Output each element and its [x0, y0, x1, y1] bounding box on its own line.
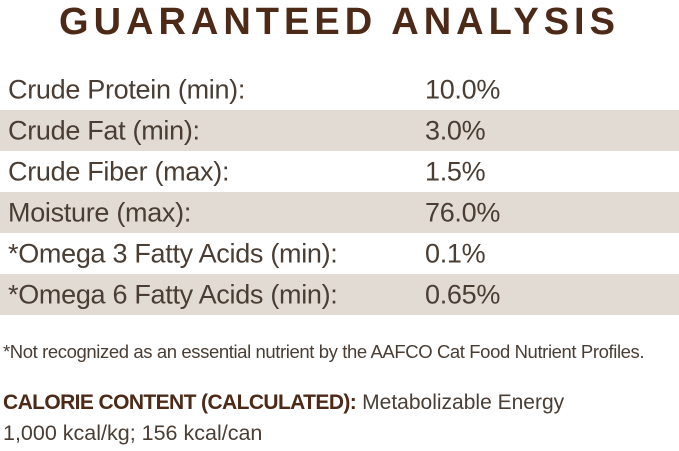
table-row: Crude Fat (min): 3.0%	[0, 110, 679, 151]
row-value: 10.0%	[425, 74, 501, 104]
row-label: Crude Fat (min):	[8, 115, 200, 145]
calorie-content-subheading: Metabolizable Energy	[362, 391, 565, 414]
table-row: *Omega 6 Fatty Acids (min): 0.65%	[0, 274, 679, 315]
row-value: 76.0%	[425, 197, 501, 227]
calorie-content-heading: CALORIE CONTENT (CALCULATED):	[3, 391, 357, 414]
table-row: Crude Protein (min): 10.0%	[0, 69, 679, 110]
page-title: GUARANTEED ANALYSIS	[59, 1, 620, 43]
row-value: 1.5%	[425, 156, 486, 186]
calorie-content-section: CALORIE CONTENT (CALCULATED): Metabolizab…	[3, 391, 564, 446]
row-value: 3.0%	[425, 115, 486, 145]
table-row: Moisture (max): 76.0%	[0, 192, 679, 233]
table-row: Crude Fiber (max): 1.5%	[0, 151, 679, 192]
row-label: Crude Protein (min):	[8, 74, 246, 104]
row-label: Crude Fiber (max):	[8, 156, 230, 186]
calorie-values: 1,000 kcal/kg; 156 kcal/can	[3, 421, 263, 445]
calorie-content-line: CALORIE CONTENT (CALCULATED): Metabolizab…	[3, 391, 564, 415]
analysis-table: Crude Protein (min): 10.0% Crude Fat (min)…	[0, 69, 679, 315]
row-label: *Omega 3 Fatty Acids (min):	[8, 238, 338, 268]
row-label: *Omega 6 Fatty Acids (min):	[8, 279, 338, 309]
row-label: Moisture (max):	[8, 197, 192, 227]
row-value: 0.1%	[425, 238, 486, 268]
footnote-text: *Not recognized as an essential nutrient…	[3, 341, 645, 362]
row-value: 0.65%	[425, 279, 501, 309]
table-row: *Omega 3 Fatty Acids (min): 0.1%	[0, 233, 679, 274]
